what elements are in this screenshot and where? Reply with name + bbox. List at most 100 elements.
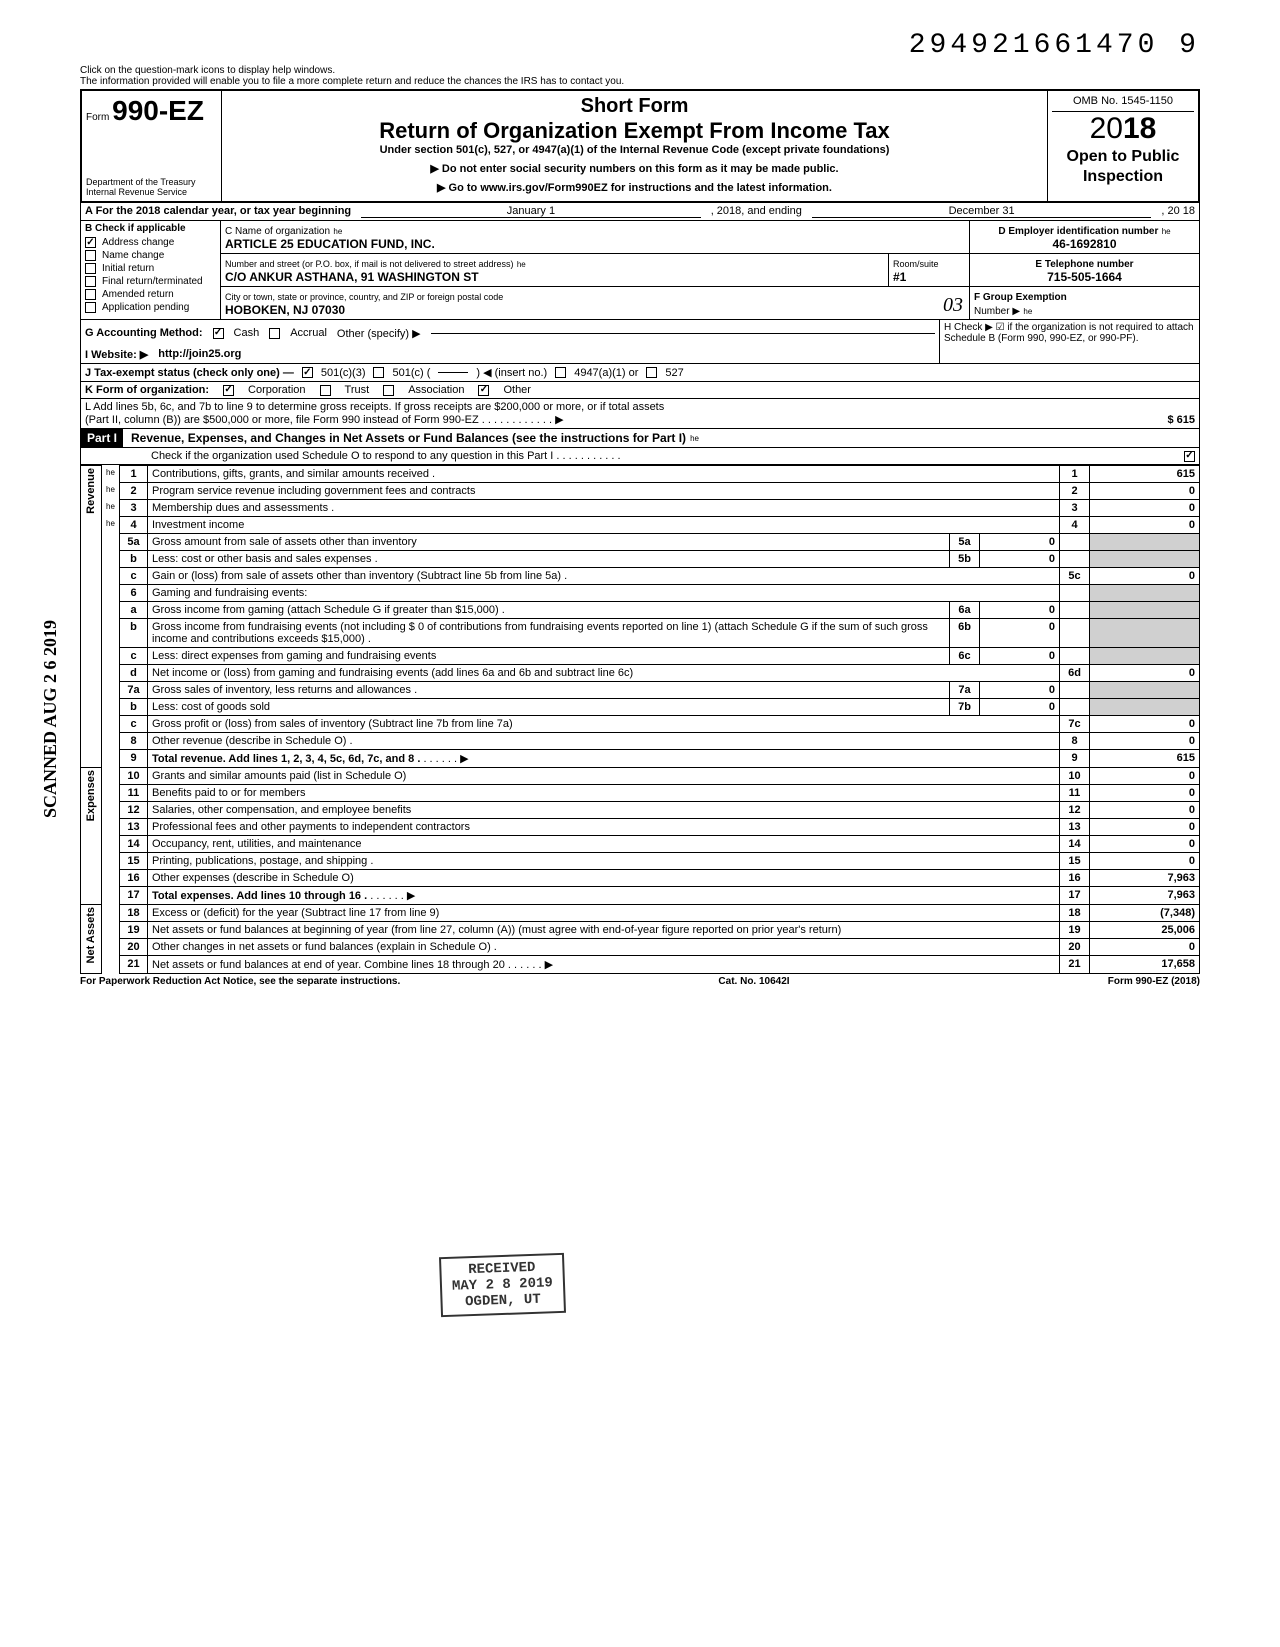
b-item-0: ✓Address change — [81, 236, 220, 249]
line-row-19: 19Net assets or fund balances at beginni… — [81, 922, 1200, 939]
b-checkbox-5[interactable] — [85, 302, 96, 313]
i-label: I Website: ▶ — [85, 348, 148, 361]
line-row-b: bGross income from fundraising events (n… — [81, 619, 1200, 648]
form-title: Return of Organization Exempt From Incom… — [230, 118, 1039, 144]
cash-checkbox[interactable]: ✓ — [213, 328, 224, 339]
l-amount: 615 — [1177, 414, 1195, 426]
line-row-6: 6Gaming and fundraising events: — [81, 585, 1200, 602]
line-row-a: aGross income from gaming (attach Schedu… — [81, 602, 1200, 619]
other-checkbox[interactable]: ✓ — [478, 385, 489, 396]
g-accrual: Accrual — [290, 327, 327, 339]
org-name: ARTICLE 25 EDUCATION FUND, INC. — [225, 237, 435, 251]
4947-checkbox[interactable] — [555, 367, 566, 378]
line-row-b: bLess: cost of goods sold7b0 — [81, 699, 1200, 716]
section-b: B Check if applicable ✓Address changeNam… — [81, 221, 221, 319]
k-assoc: Association — [408, 384, 464, 396]
stamp-location: OGDEN, UT — [452, 1291, 553, 1311]
b-label-2: Initial return — [102, 263, 154, 274]
line-row-8: 8Other revenue (describe in Schedule O) … — [81, 733, 1200, 750]
b-checkbox-4[interactable] — [85, 289, 96, 300]
form-990-label: 990-EZ — [112, 95, 204, 126]
b-item-4: Amended return — [81, 288, 220, 301]
g-cash: Cash — [234, 327, 260, 339]
part1-check-label: Check if the organization used Schedule … — [151, 450, 621, 462]
b-item-3: Final return/terminated — [81, 275, 220, 288]
org-city: HOBOKEN, NJ 07030 — [225, 303, 345, 317]
501c-checkbox[interactable] — [373, 367, 384, 378]
omb-number: OMB No. 1545-1150 — [1052, 95, 1194, 112]
section-c: C Name of organization he ARTICLE 25 EDU… — [221, 221, 969, 319]
assoc-checkbox[interactable] — [383, 385, 394, 396]
scanned-stamp: SCANNED AUG 2 6 2019 — [40, 620, 61, 818]
trust-checkbox[interactable] — [320, 385, 331, 396]
lines-table: Revenuehe1Contributions, gifts, grants, … — [80, 465, 1200, 974]
line-row-14: 14Occupancy, rent, utilities, and mainte… — [81, 836, 1200, 853]
g-other: Other (specify) ▶ — [337, 327, 421, 340]
line-row-15: 15Printing, publications, postage, and s… — [81, 853, 1200, 870]
ghijkl-block: G Accounting Method: ✓ Cash Accrual Other… — [80, 320, 1200, 429]
line-row-c: cGross profit or (loss) from sales of in… — [81, 716, 1200, 733]
line-a-row: A For the 2018 calendar year, or tax yea… — [80, 203, 1200, 221]
line-row-17: 17Total expenses. Add lines 10 through 1… — [81, 887, 1200, 905]
footer-left: For Paperwork Reduction Act Notice, see … — [80, 976, 400, 987]
form-subtitle: Under section 501(c), 527, or 4947(a)(1)… — [230, 144, 1039, 156]
line-row-12: 12Salaries, other compensation, and empl… — [81, 802, 1200, 819]
b-checkbox-3[interactable] — [85, 276, 96, 287]
k-label: K Form of organization: — [85, 384, 209, 396]
g-label: G Accounting Method: — [85, 327, 203, 339]
line-row-20: 20Other changes in net assets or fund ba… — [81, 939, 1200, 956]
org-room: #1 — [893, 270, 906, 284]
j-501c3: 501(c)(3) — [321, 367, 366, 379]
line-row-9: 9Total revenue. Add lines 1, 2, 3, 4, 5c… — [81, 750, 1200, 768]
b-label-1: Name change — [102, 250, 164, 261]
b-item-5: Application pending — [81, 301, 220, 314]
part1-label: Part I — [81, 429, 123, 447]
line-row-d: dNet income or (loss) from gaming and fu… — [81, 665, 1200, 682]
stamp-date: MAY 2 8 2019 — [452, 1275, 553, 1295]
received-stamp: RECEIVED MAY 2 8 2019 OGDEN, UT — [439, 1253, 566, 1317]
line-row-7a: 7aGross sales of inventory, less returns… — [81, 682, 1200, 699]
line-a-end: December 31 — [812, 205, 1152, 218]
help-line-1: Click on the question-mark icons to disp… — [80, 65, 335, 76]
line-row-2: he2Program service revenue including gov… — [81, 483, 1200, 500]
c-label: C Name of organization — [225, 226, 330, 237]
accrual-checkbox[interactable] — [269, 328, 280, 339]
h-label: H Check ▶ ☑ if the organization is not r… — [939, 320, 1199, 346]
part1-schedule-o-checkbox[interactable]: ✓ — [1184, 451, 1195, 462]
open-public-2: Inspection — [1052, 168, 1194, 186]
b-label-5: Application pending — [102, 302, 189, 313]
j-insert: ) ◀ (insert no.) — [476, 366, 547, 379]
j-label: J Tax-exempt status (check only one) — — [85, 367, 294, 379]
line-row-4: he4Investment income40 — [81, 517, 1200, 534]
b-item-2: Initial return — [81, 262, 220, 275]
b-item-1: Name change — [81, 249, 220, 262]
handwritten-03: 03 — [943, 294, 963, 317]
b-checkbox-1[interactable] — [85, 250, 96, 261]
year-value: 18 — [1123, 112, 1156, 145]
form-number: Form 990-EZ — [86, 95, 217, 127]
527-checkbox[interactable] — [646, 367, 657, 378]
j-501c: 501(c) ( — [392, 367, 430, 379]
b-label-4: Amended return — [102, 289, 174, 300]
year-prefix: 20 — [1090, 112, 1123, 145]
line-row-c: cGain or (loss) from sale of assets othe… — [81, 568, 1200, 585]
b-checkbox-2[interactable] — [85, 263, 96, 274]
f-label: F Group Exemption — [974, 292, 1067, 303]
stamp-received: RECEIVED — [451, 1259, 552, 1279]
open-public-1: Open to Public — [1052, 148, 1194, 166]
line-a-begin: January 1 — [361, 205, 701, 218]
tracking-number: 294921661470 9 — [80, 30, 1200, 61]
section-def: D Employer identification number he 46-1… — [969, 221, 1199, 319]
d-label: D Employer identification number — [998, 226, 1158, 237]
501c3-checkbox[interactable]: ✓ — [302, 367, 313, 378]
form-prefix: Form — [86, 112, 109, 123]
form-footer: For Paperwork Reduction Act Notice, see … — [80, 976, 1200, 987]
part1-header-row: Part I Revenue, Expenses, and Changes in… — [80, 429, 1200, 448]
line-row-11: 11Benefits paid to or for members110 — [81, 785, 1200, 802]
org-street: C/O ANKUR ASTHANA, 91 WASHINGTON ST — [225, 270, 479, 284]
line-row-13: 13Professional fees and other payments t… — [81, 819, 1200, 836]
b-checkbox-0[interactable]: ✓ — [85, 237, 96, 248]
city-label: City or town, state or province, country… — [225, 292, 503, 302]
footer-mid: Cat. No. 10642I — [718, 976, 789, 987]
corp-checkbox[interactable]: ✓ — [223, 385, 234, 396]
